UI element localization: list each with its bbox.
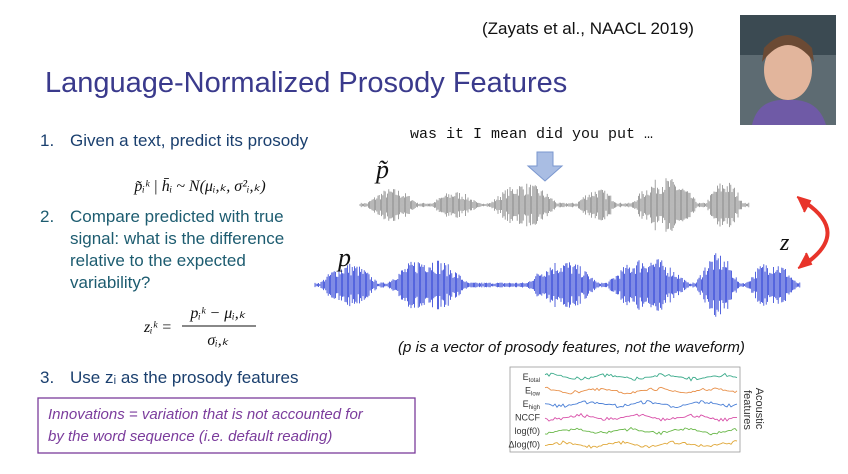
wave-label: z — [779, 230, 790, 256]
feature-label-text: E — [525, 386, 531, 396]
feature-label: Δlog(f0) — [508, 440, 540, 450]
slide-title: Language-Normalized Prosody Features — [45, 67, 567, 99]
feature-label: Etotal — [523, 372, 540, 384]
feature-trace — [544, 426, 738, 436]
axis-label-line: Acoustic — [753, 388, 765, 430]
feature-axis-label: Acoustic features — [741, 388, 765, 433]
list-line: signal: what is the difference — [70, 229, 284, 248]
formula-z-lhs: zᵢᵏ = — [143, 319, 172, 336]
note-box — [37, 397, 416, 454]
list-line: relative to the expected — [70, 251, 246, 270]
note-line: by the word sequence (i.e. default readi… — [48, 428, 332, 445]
feature-trace — [544, 412, 738, 422]
feature-label-text: E — [523, 399, 529, 409]
feature-label-sub: total — [529, 378, 540, 384]
feature-trace — [544, 400, 738, 409]
feature-label: Ehigh — [523, 399, 540, 411]
formula-z-numerator: pᵢᵏ − μᵢ,ₖ — [189, 305, 245, 322]
feature-label-text: E — [523, 372, 529, 382]
note-line: Innovations = variation that is not acco… — [48, 406, 364, 423]
list-number: 3. — [40, 368, 54, 387]
down-arrow — [526, 151, 564, 182]
citation: (Zayats et al., NAACL 2019) — [482, 19, 694, 38]
feature-label: Elow — [525, 386, 541, 398]
list-line: Compare predicted with true — [70, 207, 284, 226]
feature-label-text: log(f0) — [514, 426, 540, 436]
formula-z-denominator: σᵢ,ₖ — [207, 332, 228, 349]
feature-trace — [544, 386, 738, 395]
wave-label: p — [336, 243, 351, 272]
list-number: 2. — [40, 207, 54, 226]
caption: (p is a vector of prosody features, not … — [398, 339, 745, 356]
list-number: 1. — [40, 131, 54, 150]
feature-label-text: NCCF — [515, 413, 540, 423]
list-line: Use zᵢ as the prosody features — [70, 368, 299, 387]
speaker-photo — [740, 15, 836, 125]
feature-trace — [544, 440, 738, 449]
feature-frame — [509, 366, 741, 453]
feature-label-text: Δlog(f0) — [508, 440, 540, 450]
feature-label-sub: low — [531, 392, 541, 398]
waveform — [359, 178, 750, 232]
formula-prediction: p̃ᵢᵏ | h̄ᵢ ~ N(μᵢ,ₖ, σ²ᵢ,ₖ) — [133, 178, 265, 195]
feature-label-sub: high — [529, 405, 540, 411]
transcript: was it I mean did you put … — [410, 126, 653, 143]
list: 1. Given a text, predict its prosody 2. Com… — [40, 131, 309, 387]
feature-label: log(f0) — [514, 426, 540, 436]
list-line: Given a text, predict its prosody — [70, 131, 309, 150]
list-line: variability? — [70, 273, 150, 292]
axis-label-line: features — [741, 390, 753, 430]
waveform — [314, 253, 801, 317]
cycle-arrow — [796, 196, 830, 269]
waveforms — [314, 178, 801, 317]
feature-trace — [544, 372, 738, 382]
feature-label: NCCF — [515, 413, 540, 423]
wave-label: p̃ — [374, 155, 389, 184]
